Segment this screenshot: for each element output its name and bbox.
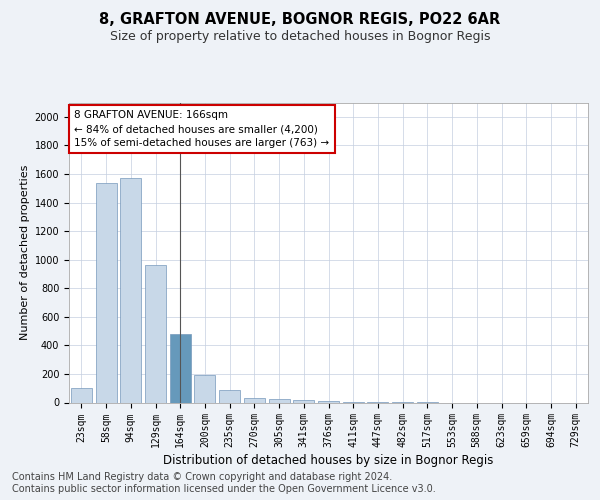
Bar bbox=[293, 400, 314, 402]
Bar bbox=[145, 266, 166, 402]
Bar bbox=[95, 182, 116, 402]
Text: 8, GRAFTON AVENUE, BOGNOR REGIS, PO22 6AR: 8, GRAFTON AVENUE, BOGNOR REGIS, PO22 6A… bbox=[100, 12, 500, 28]
Bar bbox=[170, 334, 191, 402]
Bar bbox=[194, 376, 215, 402]
Y-axis label: Number of detached properties: Number of detached properties bbox=[20, 165, 31, 340]
Bar bbox=[318, 401, 339, 402]
Text: Size of property relative to detached houses in Bognor Regis: Size of property relative to detached ho… bbox=[110, 30, 490, 43]
Bar bbox=[71, 388, 92, 402]
Bar bbox=[219, 390, 240, 402]
Bar bbox=[269, 399, 290, 402]
Bar bbox=[120, 178, 141, 402]
Text: 8 GRAFTON AVENUE: 166sqm
← 84% of detached houses are smaller (4,200)
15% of sem: 8 GRAFTON AVENUE: 166sqm ← 84% of detach… bbox=[74, 110, 329, 148]
Text: Contains HM Land Registry data © Crown copyright and database right 2024.: Contains HM Land Registry data © Crown c… bbox=[12, 472, 392, 482]
X-axis label: Distribution of detached houses by size in Bognor Regis: Distribution of detached houses by size … bbox=[163, 454, 494, 468]
Text: Contains public sector information licensed under the Open Government Licence v3: Contains public sector information licen… bbox=[12, 484, 436, 494]
Bar bbox=[244, 398, 265, 402]
